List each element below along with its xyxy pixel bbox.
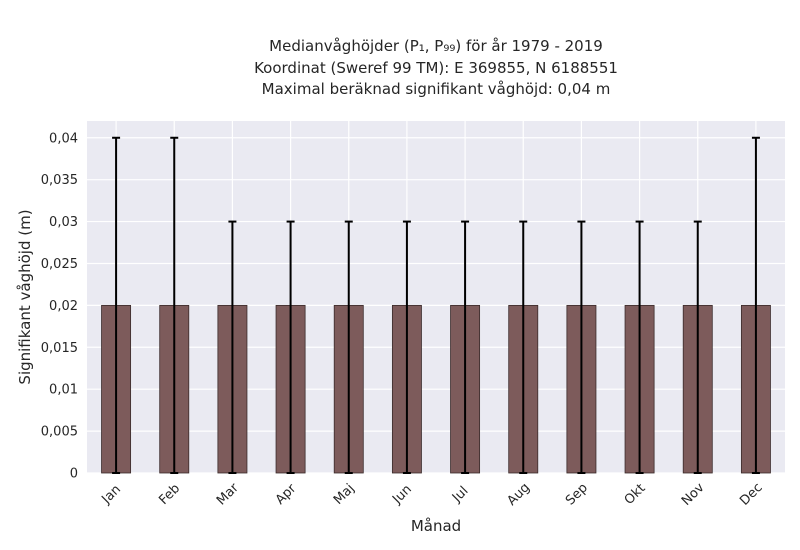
plot-area <box>87 121 785 473</box>
error-bar-sep <box>577 220 586 474</box>
x-tick-label: Feb <box>156 481 183 508</box>
y-tick-label: 0,035 <box>41 173 78 188</box>
x-tick-label: Jul <box>449 484 471 506</box>
error-bar-aug <box>519 220 528 474</box>
error-bar-dec <box>751 136 760 474</box>
error-bar-apr <box>286 220 295 474</box>
x-tick-label: Nov <box>679 480 708 509</box>
error-bar-jan <box>112 136 121 474</box>
x-tick-label: Aug <box>504 480 533 509</box>
y-axis-ticks: 0 0,005 0,01 0,015 0,02 0,025 0,03 0,035 0,04 <box>41 131 78 481</box>
error-bars <box>112 136 760 474</box>
x-tick-label: Maj <box>331 481 358 508</box>
x-axis-label: Månad <box>411 517 461 535</box>
y-tick-label: 0,03 <box>49 215 78 230</box>
error-bar-jul <box>461 220 470 474</box>
x-tick-label: Mar <box>214 480 242 508</box>
error-bar-nov <box>693 220 702 474</box>
y-tick-label: 0,02 <box>49 299 78 314</box>
x-tick-label: Sep <box>563 481 591 509</box>
x-tick-label: Okt <box>622 481 649 508</box>
x-tick-label: Jun <box>389 482 415 508</box>
error-bar-maj <box>344 220 353 474</box>
chart-title-line-3: Maximal beräknad signifikant våghöjd: 0,… <box>262 80 611 98</box>
x-tick-label: Jan <box>99 482 124 507</box>
y-axis-label: Signifikant våghöjd (m) <box>16 209 34 384</box>
chart-title-line-1: Medianvåghöjder (P₁, P₉₉) för år 1979 - … <box>269 37 603 55</box>
y-tick-label: 0,015 <box>41 341 78 356</box>
error-bar-feb <box>170 136 179 474</box>
x-axis-ticks: Jan Feb Mar Apr Maj Jun Jul Aug Sep Okt Nov Dec <box>99 480 766 509</box>
error-bar-jun <box>402 220 411 474</box>
y-tick-label: 0 <box>70 467 78 482</box>
y-tick-label: 0,01 <box>49 383 78 398</box>
x-tick-label: Apr <box>273 481 300 508</box>
error-bar-okt <box>635 220 644 474</box>
chart-title: Medianvåghöjder (P₁, P₉₉) för år 1979 - … <box>254 37 618 98</box>
y-tick-label: 0,025 <box>41 257 78 272</box>
y-tick-label: 0,04 <box>49 131 78 146</box>
x-tick-label: Dec <box>737 480 765 508</box>
y-tick-label: 0,005 <box>41 425 78 440</box>
chart-title-line-2: Koordinat (Sweref 99 TM): E 369855, N 61… <box>254 59 618 77</box>
error-bar-mar <box>228 220 237 474</box>
